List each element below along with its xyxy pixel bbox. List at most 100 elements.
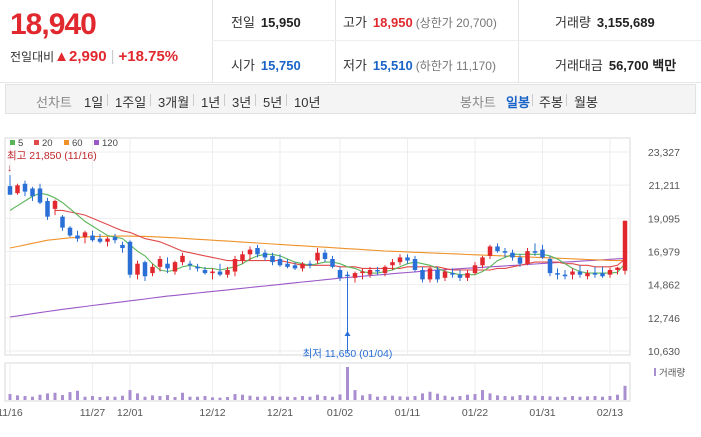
candle-body bbox=[37, 188, 43, 203]
candle-body bbox=[97, 238, 103, 242]
volume-bar bbox=[181, 392, 184, 400]
candle-body bbox=[135, 263, 140, 275]
candle-body bbox=[495, 246, 500, 252]
volume-bar bbox=[428, 391, 432, 400]
volume-bar bbox=[398, 396, 402, 400]
candle-body bbox=[75, 235, 80, 239]
tab-5year[interactable]: 5년 bbox=[263, 95, 283, 110]
legend-swatch bbox=[94, 140, 99, 145]
candle-body bbox=[120, 244, 125, 249]
candle-chart-label: 봉차트 bbox=[460, 95, 496, 110]
tab-weekly[interactable]: 주봉 bbox=[539, 95, 563, 110]
candle-body bbox=[105, 238, 110, 242]
volume-bar bbox=[263, 396, 267, 400]
tab-daily[interactable]: 일봉 bbox=[506, 95, 530, 110]
candle-body bbox=[345, 274, 350, 277]
volume-bar bbox=[248, 395, 252, 400]
candle-body bbox=[570, 271, 575, 275]
volume-bar bbox=[481, 390, 484, 400]
legend-label: 120 bbox=[102, 138, 118, 149]
tab-1year[interactable]: 1년 bbox=[201, 95, 221, 110]
candle-body bbox=[270, 255, 275, 263]
tab-1day[interactable]: 1일 bbox=[84, 95, 104, 110]
divider bbox=[532, 94, 533, 106]
candle-body bbox=[90, 235, 95, 241]
high-annotation: 최고 21,850 (11/16) bbox=[7, 150, 97, 162]
candle-body bbox=[525, 251, 530, 264]
lower-limit: (하한가 11,170) bbox=[415, 59, 496, 73]
change-amount: 2,990 bbox=[69, 48, 107, 65]
volume-bar bbox=[391, 395, 394, 400]
volume-bar bbox=[76, 390, 79, 400]
volume-bar bbox=[353, 390, 357, 400]
change-row: 전일대비▲2,990 | +18.75% bbox=[10, 48, 178, 65]
legend-label: 60 bbox=[72, 138, 83, 149]
candle-body bbox=[442, 271, 448, 278]
price-box: 18,940 전일대비▲2,990 | +18.75% bbox=[0, 0, 213, 82]
x-tick-label: 11/16 bbox=[0, 407, 23, 419]
candle-body bbox=[420, 269, 425, 280]
divider bbox=[212, 40, 701, 41]
legend-swatch bbox=[10, 140, 15, 145]
candle-body bbox=[615, 267, 620, 270]
candle-body bbox=[127, 241, 133, 275]
candle-body bbox=[262, 252, 268, 258]
tab-monthly[interactable]: 월봉 bbox=[574, 95, 598, 110]
y-tick-label: 10,630 bbox=[648, 346, 680, 358]
candle-body bbox=[487, 246, 493, 256]
legend-label: 20 bbox=[42, 138, 53, 149]
candle-body bbox=[457, 274, 463, 278]
candle-body bbox=[337, 269, 343, 278]
volume-bar bbox=[91, 396, 94, 400]
volume-bar bbox=[301, 396, 304, 400]
volume-bar bbox=[218, 397, 222, 400]
volume-label: 거래량 bbox=[659, 367, 685, 379]
volume-bar bbox=[346, 367, 349, 400]
current-price: 18,940 bbox=[10, 8, 97, 41]
candle-body bbox=[472, 265, 478, 274]
x-tick-label: 01/02 bbox=[327, 407, 353, 419]
up-arrow-icon bbox=[344, 331, 351, 337]
candle-body bbox=[210, 271, 215, 274]
volume-plot-area bbox=[4, 362, 631, 402]
candle-body bbox=[142, 262, 148, 277]
volume-bar bbox=[503, 396, 507, 400]
y-tick-label: 23,327 bbox=[648, 147, 680, 159]
tab-3year[interactable]: 3년 bbox=[232, 95, 252, 110]
volume-bar bbox=[518, 395, 522, 400]
volume-bar bbox=[308, 396, 312, 400]
volume-bar bbox=[496, 395, 499, 400]
volume-bar bbox=[226, 397, 229, 400]
tab-10year[interactable]: 10년 bbox=[294, 95, 321, 110]
volume-bar bbox=[578, 396, 582, 400]
volume-bar bbox=[68, 392, 72, 400]
candle-body bbox=[427, 268, 433, 280]
tab-3month[interactable]: 3개월 bbox=[158, 95, 190, 110]
candles bbox=[7, 175, 628, 336]
candle-body bbox=[52, 201, 58, 209]
volume-bar bbox=[53, 392, 57, 400]
y-axis: 23,327 21,211 19,095 16,979 14,862 12,746 10,6… bbox=[648, 147, 680, 358]
grid bbox=[5, 138, 630, 401]
candle-body bbox=[232, 258, 238, 272]
volume-bars: 거래량 bbox=[8, 367, 685, 400]
candle-body bbox=[322, 252, 328, 259]
candle-body bbox=[450, 273, 455, 275]
volume-label: 거래량 bbox=[555, 15, 591, 30]
divider bbox=[566, 94, 567, 106]
candle-body bbox=[360, 271, 365, 274]
volume-bar bbox=[196, 396, 199, 400]
open: 시가 15,750 bbox=[231, 55, 301, 74]
volume-legend-swatch bbox=[654, 368, 656, 376]
divider bbox=[224, 94, 225, 106]
volume-bar bbox=[271, 396, 274, 400]
volume-bar bbox=[541, 396, 544, 400]
candle-body bbox=[465, 273, 470, 278]
legend-swatch bbox=[34, 140, 39, 145]
change-label: 전일대비 bbox=[10, 50, 55, 64]
divider bbox=[518, 0, 519, 82]
candle-body bbox=[480, 257, 485, 266]
candle-body bbox=[390, 262, 395, 266]
open-value: 15,750 bbox=[260, 58, 301, 73]
tab-1week[interactable]: 1주일 bbox=[115, 95, 147, 110]
